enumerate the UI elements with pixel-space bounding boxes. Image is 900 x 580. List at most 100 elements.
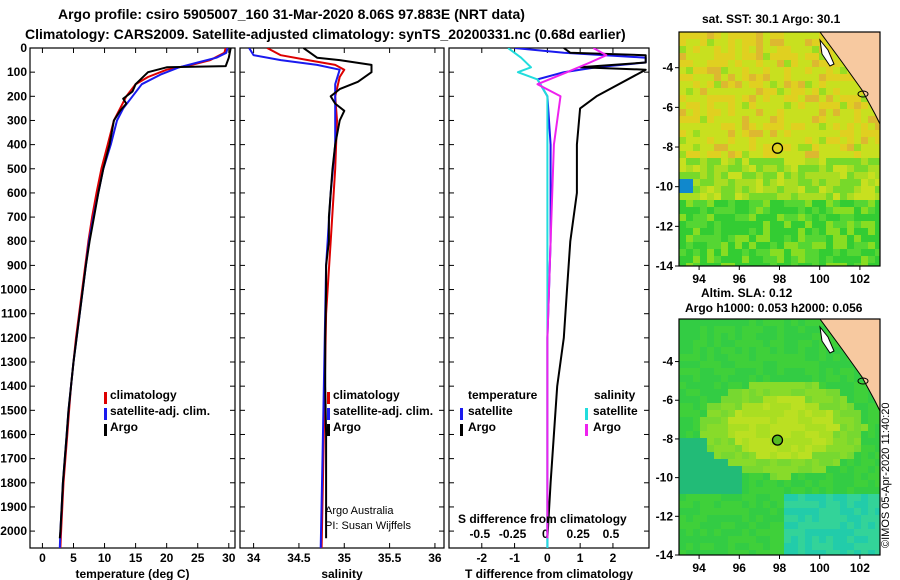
diff-legend-tick-sal-satellite xyxy=(585,408,588,420)
map-x-tick-label: 96 xyxy=(733,561,747,575)
map-x-tick-label: 94 xyxy=(692,272,706,286)
panel-frame-T-and-S-difference-from-climatology xyxy=(448,47,650,549)
y-tick-label: 1200 xyxy=(0,331,27,345)
map-y-tick-label: -4 xyxy=(662,61,673,75)
temp-legend-tick-argo xyxy=(104,424,107,436)
diff-legend-tick-temp-satellite xyxy=(460,408,463,420)
inner-x-tick-label: -0.5 xyxy=(469,527,490,541)
map-y-tick-label: -14 xyxy=(656,259,674,273)
x-tick-label: 30 xyxy=(222,551,236,565)
map-x-tick-label: 98 xyxy=(773,561,787,575)
y-tick-label: 1900 xyxy=(0,500,27,514)
map-island-sst xyxy=(819,38,835,67)
y-tick-label: 1000 xyxy=(0,283,27,297)
map-x-tick-label: 100 xyxy=(810,561,830,575)
map-island-small-sla xyxy=(857,377,869,385)
series-group-1 xyxy=(248,48,373,548)
series-line-temperature-argo xyxy=(546,48,647,539)
y-tick-label: 1100 xyxy=(1,307,27,321)
diff-legend-sal-satellite: satellite xyxy=(593,404,638,418)
series-line-temperature-satellite xyxy=(514,48,647,548)
diff-legend-temp-argo: Argo xyxy=(468,420,496,434)
y-tick-label: 0 xyxy=(20,41,27,55)
y-tick-label: 1800 xyxy=(0,476,27,490)
series-line-argo xyxy=(302,48,373,539)
diff-legend-tick-temp-argo xyxy=(460,424,463,436)
credit-argo-australia: Argo Australia xyxy=(325,505,394,517)
diff-inner-axis-label: S difference from climatology xyxy=(458,512,627,526)
map-y-tick-label: -8 xyxy=(662,140,673,154)
header-line-2: Climatology: CARS2009. Satellite-adjuste… xyxy=(25,26,626,42)
diff-legend-tick-sal-argo xyxy=(585,424,588,436)
y-tick-label: 1600 xyxy=(0,427,27,441)
temp-legend-climatology: climatology xyxy=(110,388,177,402)
x-tick-label: 35.5 xyxy=(378,551,402,565)
panel-frame-salinity xyxy=(239,47,445,549)
x-tick-label: 34.5 xyxy=(287,551,311,565)
sla-map-subtitle: Argo h1000: 0.053 h2000: 0.056 xyxy=(685,301,863,315)
map-y-tick-label: -6 xyxy=(662,100,673,114)
diff-legend-temperature-title: temperature xyxy=(468,388,538,402)
x-tick-label: 36 xyxy=(428,551,442,565)
imos-stamp: ©IMOS 05-Apr-2020 11:40:20 xyxy=(880,402,892,548)
sal-legend-satellite: satellite-adj. clim. xyxy=(333,404,434,418)
series-group-0 xyxy=(58,48,232,548)
x-tick-label: 10 xyxy=(98,551,112,565)
map-island-sla xyxy=(819,325,835,354)
temp-legend-tick-satellite xyxy=(104,408,107,420)
y-tick-label: 600 xyxy=(7,186,27,200)
x-tick-label: 35 xyxy=(338,551,352,565)
x-tick-label: 0 xyxy=(544,551,551,565)
temp-legend-satellite: satellite-adj. clim. xyxy=(110,404,211,418)
series-group-2 xyxy=(507,48,647,548)
inner-x-tick-label: 0 xyxy=(542,527,549,541)
diff-legend-temp-satellite: satellite xyxy=(468,404,513,418)
x-tick-label: 15 xyxy=(129,551,143,565)
y-tick-label: 1300 xyxy=(0,355,27,369)
map-x-tick-label: 102 xyxy=(850,272,870,286)
y-tick-label: 1400 xyxy=(0,379,27,393)
argo-position-marker-sst xyxy=(771,142,784,154)
map-y-tick-label: -12 xyxy=(656,509,674,523)
x-axis-label: salinity xyxy=(321,567,363,580)
map-x-tick-label: 102 xyxy=(850,561,870,575)
map-x-tick-label: 96 xyxy=(733,272,747,286)
y-tick-label: 900 xyxy=(7,258,27,272)
x-tick-label: 2 xyxy=(610,551,617,565)
map-island-small-sst xyxy=(857,90,869,98)
inner-x-tick-label: 0.5 xyxy=(603,527,620,541)
map-y-tick-label: -14 xyxy=(656,548,674,562)
y-tick-label: 1500 xyxy=(0,403,27,417)
header-line-1: Argo profile: csiro 5905007_160 31-Mar-2… xyxy=(58,6,525,22)
series-line-climatology xyxy=(59,48,227,548)
x-tick-label: 20 xyxy=(160,551,174,565)
y-tick-label: 400 xyxy=(7,138,27,152)
x-axis-label: temperature (deg C) xyxy=(75,567,189,580)
x-tick-label: -2 xyxy=(476,551,487,565)
temp-legend-tick-climatology xyxy=(104,392,107,404)
y-tick-label: 800 xyxy=(7,234,27,248)
map-y-tick-label: -8 xyxy=(662,432,673,446)
map-y-tick-label: -10 xyxy=(656,180,674,194)
x-tick-label: -1 xyxy=(509,551,520,565)
x-tick-label: 0 xyxy=(39,551,46,565)
y-tick-label: 300 xyxy=(7,113,27,127)
map-y-tick-label: -12 xyxy=(656,219,674,233)
sal-legend-tick-satellite xyxy=(327,408,330,420)
series-line-satellite-adj.-clim. xyxy=(58,48,229,548)
x-axis-label: T difference from climatology xyxy=(465,567,633,580)
argo-position-marker-sla xyxy=(771,434,784,446)
series-line-argo xyxy=(58,48,232,539)
map-y-tick-label: -6 xyxy=(662,393,673,407)
x-tick-label: 25 xyxy=(191,551,205,565)
diff-legend-salinity-title: salinity xyxy=(594,388,636,402)
series-line-salinity-satellite xyxy=(507,48,549,548)
x-tick-label: 1 xyxy=(577,551,584,565)
x-tick-label: 34 xyxy=(247,551,261,565)
x-tick-label: 5 xyxy=(70,551,77,565)
panel-frame-temperature xyxy=(29,47,236,549)
series-line-climatology xyxy=(266,48,346,548)
inner-x-tick-label: 0.25 xyxy=(566,527,590,541)
temp-legend-argo: Argo xyxy=(110,420,138,434)
y-tick-label: 100 xyxy=(7,65,27,79)
